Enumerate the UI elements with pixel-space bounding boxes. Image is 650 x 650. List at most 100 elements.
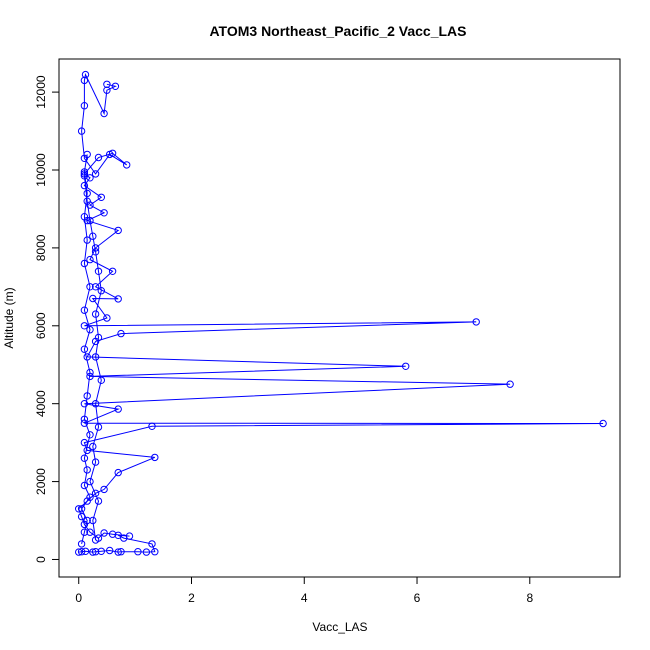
data-point [111,82,120,91]
x-axis-title: Vacc_LAS [312,620,367,634]
data-point [91,248,100,256]
data-point [148,540,156,548]
data-point [97,287,106,295]
data-point [151,453,159,462]
data-point [114,295,122,303]
x-tick-label: 0 [75,591,82,605]
data-point [94,333,103,342]
y-tick-label: 2000 [34,468,48,495]
data-point [80,454,89,462]
data-point [91,353,100,361]
data-point [100,485,108,494]
x-axis: 0 2 4 6 8 [75,576,533,605]
chart-title: ATOM3 Northeast_Pacific_2 Vacc_LAS [209,23,466,39]
data-point [81,70,90,79]
data-point [83,189,91,198]
data-point [114,468,122,477]
data-point [80,415,89,423]
data-point [86,431,94,439]
data-point [81,547,90,555]
data-point [123,161,131,169]
y-tick-label: 0 [34,556,48,563]
data-point [506,380,514,388]
data-point [103,314,111,322]
series-line [81,154,91,545]
data-point [80,528,89,536]
profile-series [75,70,607,556]
data-point [89,548,97,556]
profile-series [80,172,106,544]
data-point [80,481,89,490]
data-point [80,322,89,330]
data-point [114,548,122,556]
series-line [83,175,102,541]
data-point [83,236,91,244]
data-point [91,548,100,556]
data-point [103,86,111,94]
data-point [83,392,91,400]
data-point [86,368,94,377]
y-tick-label: 12000 [34,75,48,109]
plot-frame [58,58,621,578]
data-point [77,540,86,548]
data-point [86,493,94,501]
data-point [89,442,97,451]
data-point [91,536,100,544]
data-point [80,213,89,221]
data-point [142,548,151,556]
data-point [91,400,100,408]
data-point [80,259,89,268]
data-point [86,528,94,536]
data-point [91,310,100,318]
data-point [114,226,122,235]
data-point [117,548,125,556]
data-point [86,216,94,225]
data-point [106,546,114,555]
data-point [125,532,134,540]
y-tick-label: 10000 [34,153,48,187]
data-point [97,547,106,555]
data-point [83,466,91,474]
data-point [472,318,480,326]
data-point [86,326,94,334]
data-point [86,255,94,264]
x-tick-label: 4 [301,591,308,605]
data-point [80,438,89,447]
data-point [151,548,159,556]
data-point [91,458,100,466]
data-point [86,477,94,486]
data-point [86,283,94,291]
data-point [89,232,97,240]
data-point [94,497,103,505]
data-point [100,529,108,537]
data-point [77,127,86,135]
data-point [134,548,142,556]
data-point [148,422,156,430]
x-tick-label: 6 [414,591,421,605]
data-point [83,516,91,525]
series-layer [75,70,607,556]
y-axis: 0 2000 4000 6000 8000 10000 12000 [34,75,60,563]
data-point [100,109,108,118]
y-tick-label: 6000 [34,312,48,339]
data-point [114,531,122,539]
x-tick-label: 8 [526,591,533,605]
y-axis-title: Altitude (m) [2,287,16,348]
data-point [94,267,103,275]
y-tick-label: 4000 [34,390,48,417]
data-point [80,345,89,353]
series-line [78,73,604,553]
x-tick-label: 2 [188,591,195,605]
data-point [89,516,97,525]
profile-series [77,150,94,548]
data-point [77,548,86,556]
data-point [83,197,91,205]
data-point [77,505,86,513]
data-point [97,193,106,202]
data-point [80,168,89,176]
data-point [599,419,607,428]
data-point [91,489,100,497]
data-point [83,150,91,159]
data-point [103,80,111,89]
data-point [94,153,103,162]
